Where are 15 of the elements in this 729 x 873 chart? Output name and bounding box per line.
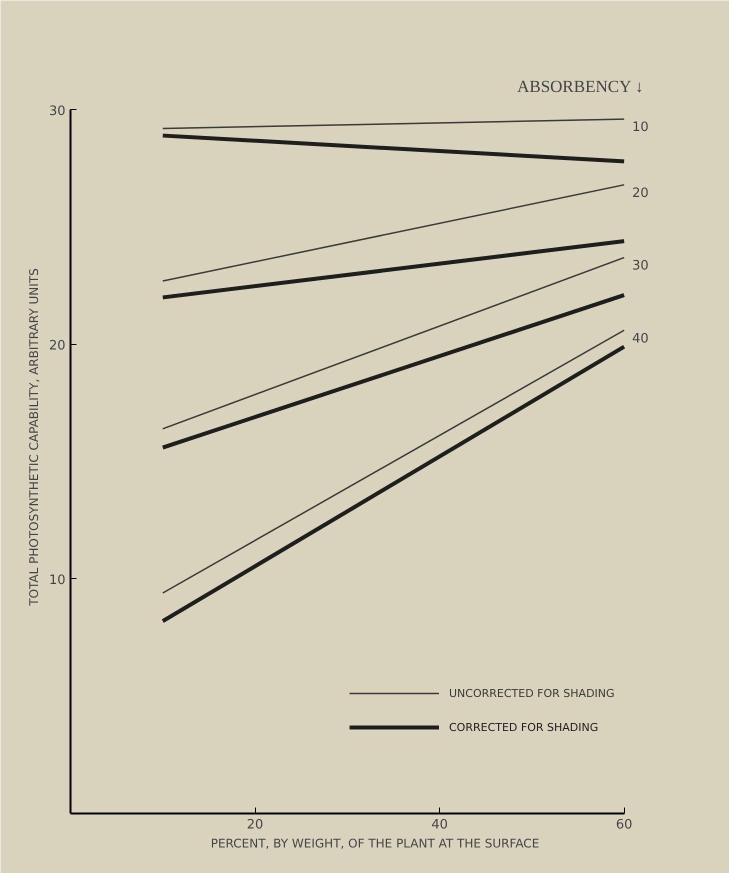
text: 40 <box>632 331 649 346</box>
y-axis-title: TOTAL PHOTOSYNTHETIC CAPABILITY, ARBITRARY UNITS <box>26 268 41 607</box>
text: 20 <box>632 186 649 201</box>
text: 30 <box>632 258 649 274</box>
text: UNCORRECTED FOR SHADING <box>449 686 615 700</box>
x-tick-label: 20 <box>246 818 264 832</box>
y-tick-label: 10 <box>48 572 66 588</box>
x-tick-label: 60 <box>616 818 632 832</box>
x-axis-title: PERCENT, BY WEIGHT, OF THE PLANT AT THE SURFACE <box>210 836 540 850</box>
y-tick-label: 30 <box>48 104 66 119</box>
text: CORRECTED FOR SHADING <box>449 720 598 734</box>
text: 10 <box>632 120 649 136</box>
x-tick-label: 40 <box>431 818 448 832</box>
y-tick-label: 20 <box>48 338 66 354</box>
text: ABSORBENCY ↓ <box>517 76 644 96</box>
